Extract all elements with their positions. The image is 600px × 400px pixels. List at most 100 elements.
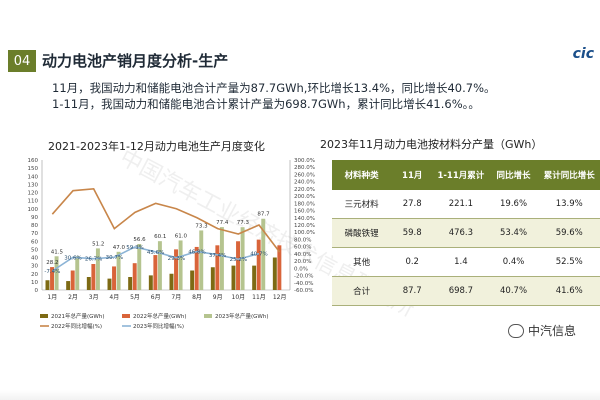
- data-label: 30.6%: [64, 255, 81, 261]
- bar: [215, 245, 220, 290]
- bar: [219, 227, 224, 290]
- right-tick-label: 260.0%: [294, 172, 315, 178]
- bar: [174, 249, 179, 290]
- left-tick-label: 70: [31, 231, 38, 237]
- table-cell: 40.7%: [488, 276, 539, 306]
- bar: [153, 255, 158, 290]
- table-cell: 221.1: [433, 190, 489, 219]
- data-label: 77.3: [237, 220, 250, 226]
- left-tick-label: 90: [31, 215, 38, 221]
- legend-label: 2021年总产量(GWh): [51, 312, 104, 320]
- table-cell: 0.4%: [488, 247, 539, 277]
- table-row: 三元材料 27.8 221.1 19.6% 13.9%: [332, 190, 600, 219]
- table-cell: 476.3: [433, 218, 489, 248]
- data-label: 45.6%: [147, 250, 164, 256]
- table-header-cell: 同比增长: [488, 160, 539, 190]
- right-tick-label: -60.0%: [294, 288, 313, 294]
- material-production-table: 材料种类 11月 1-11月累计 同比增长 累计同比增长 三元材料 27.8 2…: [332, 160, 600, 306]
- legend-label: 2022年总产量(GWh): [133, 312, 186, 320]
- bar: [116, 251, 121, 290]
- right-tick-label: 80.0%: [294, 237, 311, 243]
- bar: [54, 256, 59, 290]
- data-label: 77.4: [216, 220, 229, 226]
- table-header-cell: 累计同比增长: [538, 160, 600, 190]
- data-label: 47.0: [113, 245, 126, 251]
- table-cell: 13.9%: [538, 190, 600, 219]
- x-tick-label: 8月: [192, 294, 202, 301]
- table-cell: 0.2: [391, 247, 434, 277]
- x-tick-label: 6月: [151, 294, 161, 301]
- table-header-cell: 11月: [391, 160, 434, 190]
- data-label: 37.4%: [209, 253, 226, 259]
- table-row: 其他 0.2 1.4 0.4% 52.5%: [332, 247, 600, 277]
- bar: [132, 263, 137, 290]
- bar: [157, 241, 162, 290]
- table-cell: 59.6%: [538, 218, 600, 248]
- bar: [210, 267, 215, 290]
- bar: [66, 281, 71, 290]
- bar: [277, 245, 282, 290]
- table-row: 合计 87.7 698.7 40.7% 41.6%: [332, 276, 600, 306]
- table-cell: 磷酸铁锂: [332, 218, 392, 248]
- bar: [86, 277, 91, 290]
- table-header-cell: 1-11月累计: [433, 160, 489, 190]
- data-label: 59.3%: [126, 245, 143, 251]
- wechat-icon: [508, 323, 524, 338]
- left-tick-label: 40: [31, 256, 38, 262]
- right-tick-label: 300.0%: [294, 158, 315, 164]
- bar: [261, 218, 266, 290]
- bar: [95, 248, 100, 290]
- x-tick-label: 7月: [171, 294, 181, 301]
- right-tick-label: 20.0%: [294, 259, 311, 265]
- x-tick-label: 5月: [130, 294, 140, 301]
- left-tick-label: 30: [31, 264, 38, 270]
- left-tick-label: 20: [31, 272, 38, 278]
- bar: [231, 265, 236, 290]
- x-tick-label: 2月: [68, 294, 78, 301]
- bar: [45, 280, 50, 290]
- bar: [178, 240, 183, 290]
- right-tick-label: 280.0%: [294, 165, 315, 171]
- bar: [137, 244, 142, 290]
- bar: [112, 266, 117, 290]
- right-tick-label: 180.0%: [294, 201, 315, 207]
- bar: [107, 278, 112, 290]
- right-tick-label: -40.0%: [294, 281, 313, 287]
- x-tick-label: 3月: [89, 294, 99, 301]
- data-label: 30.7%: [106, 255, 123, 261]
- x-tick-label: 1月: [47, 294, 57, 301]
- table-cell: 1.4: [433, 247, 489, 277]
- x-tick-label: 10月: [232, 294, 246, 301]
- right-tick-label: 60.0%: [294, 245, 311, 251]
- data-label: 87.7: [257, 212, 270, 218]
- data-label: -7.4%: [44, 269, 60, 275]
- data-label: 25.2%: [230, 257, 247, 263]
- legend-swatch: [122, 314, 130, 318]
- legend-label: 2023年同比增幅(%): [133, 322, 184, 330]
- left-tick-label: 130: [28, 182, 39, 188]
- left-tick-label: 0: [35, 288, 39, 294]
- summary-line-1: 11月，我国动力和储能电池合计产量为87.7GWh,环比增长13.4%，同比增长…: [52, 81, 496, 95]
- data-label: 73.3: [195, 223, 208, 229]
- data-label: 56.6: [133, 237, 146, 243]
- wechat-label: 中汽信息: [528, 324, 577, 338]
- bar: [190, 270, 195, 290]
- left-tick-label: 120: [28, 191, 39, 197]
- cic-logo: cic: [572, 46, 594, 62]
- series-line: [51, 246, 260, 272]
- x-tick-label: 4月: [109, 294, 119, 301]
- x-tick-label: 12月: [273, 294, 287, 301]
- data-label: 41.5: [51, 249, 64, 255]
- table-cell: 53.4%: [488, 218, 539, 248]
- right-tick-label: -20.0%: [294, 274, 313, 280]
- table-cell: 其他: [332, 247, 392, 277]
- right-tick-label: 40.0%: [294, 252, 311, 258]
- right-tick-label: 120.0%: [294, 223, 315, 229]
- left-tick-label: 160: [28, 158, 39, 164]
- chart-title: 2021-2023年1-12月动力电池生产月度变化: [48, 140, 265, 153]
- right-tick-label: 200.0%: [294, 194, 315, 200]
- legend-label: 2023年总产量(GWh): [215, 312, 268, 320]
- bar: [75, 256, 80, 290]
- table-cell: 19.6%: [488, 190, 539, 219]
